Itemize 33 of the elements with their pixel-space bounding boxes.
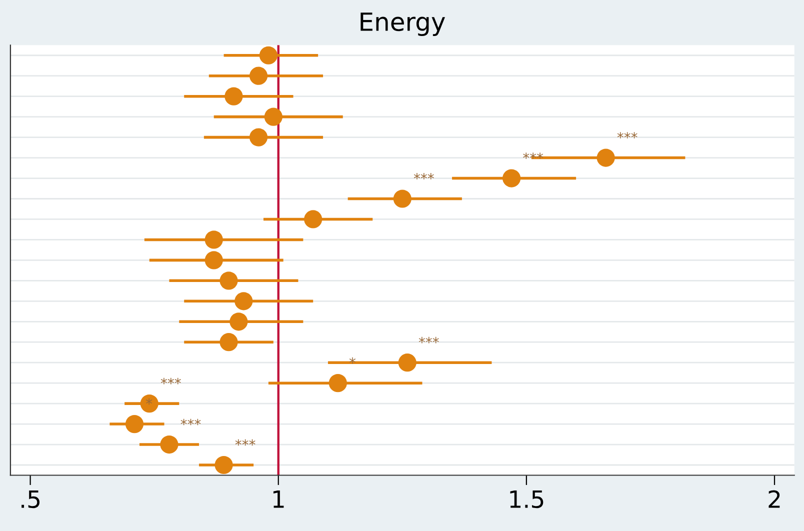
point: [596, 148, 615, 167]
point: [502, 169, 521, 188]
point: [249, 66, 268, 85]
point: [125, 414, 144, 434]
point: [224, 87, 243, 106]
chart-title: Energy: [360, 12, 446, 36]
point: [393, 190, 412, 208]
data-label: ***: [414, 173, 434, 180]
x-tick-label: 2: [768, 490, 780, 508]
point: [204, 251, 223, 270]
point: [234, 292, 253, 310]
data-label: ***: [617, 132, 638, 138]
data-label: *: [146, 398, 152, 405]
point: [214, 456, 233, 474]
data-label: ***: [235, 439, 256, 446]
data-label: ***: [418, 336, 439, 344]
x-tick-label: .5: [22, 490, 40, 508]
data-label: ***: [180, 418, 201, 426]
point: [249, 128, 268, 146]
point: [160, 435, 178, 454]
point: [230, 312, 248, 331]
x-tick-label: 1.5: [510, 490, 544, 508]
point: [220, 333, 238, 352]
point: [220, 272, 238, 290]
data-label: ***: [523, 152, 544, 159]
point: [264, 108, 282, 126]
point: [328, 374, 347, 392]
point: [259, 46, 278, 64]
data-label: ***: [160, 378, 181, 384]
point: [398, 354, 416, 372]
point: [204, 230, 223, 249]
x-tick-label: 1: [273, 490, 284, 508]
point: [304, 210, 322, 228]
